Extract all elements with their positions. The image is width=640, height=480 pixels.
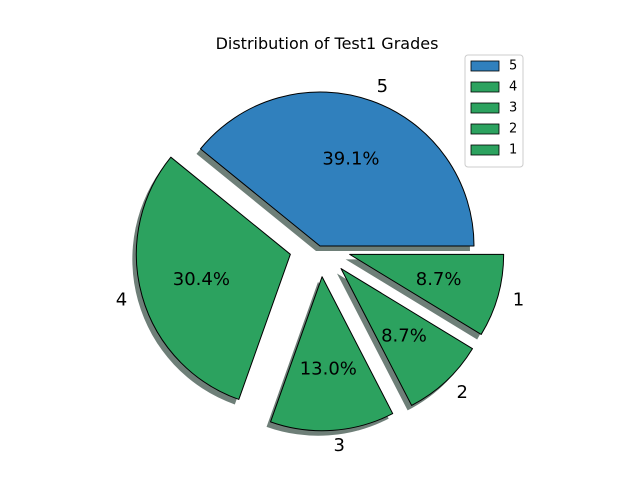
legend: 5 4 3 2 1 [464,54,524,168]
pie-slice-3 [270,276,394,432]
legend-label-4: 4 [509,80,517,95]
slice-label-5: 5 [377,76,388,97]
slice-label-1: 1 [513,290,524,311]
slice-percent-2: 8.7% [381,326,427,347]
slice-label-2: 2 [456,382,467,403]
legend-swatch-5 [470,60,500,72]
legend-swatch-2 [470,123,500,135]
pie-labels: 5 39.1% 4 30.4% 3 13.0% 2 8.7% 1 8.7% [116,76,524,456]
pie-slice-2 [340,268,474,406]
legend-swatch-1 [470,144,500,156]
legend-swatch-4 [470,81,500,93]
pie-slice-4 [135,156,291,400]
legend-label-2: 2 [509,122,517,137]
slice-label-4: 4 [116,290,127,311]
legend-swatch-3 [470,102,500,114]
legend-label-5: 5 [509,59,517,74]
slice-percent-4: 30.4% [173,269,230,290]
pie-slice-1 [349,253,505,335]
slice-percent-5: 39.1% [322,148,379,169]
slice-percent-3: 13.0% [300,358,357,379]
legend-label-3: 3 [509,101,517,116]
slice-percent-1: 8.7% [416,269,462,290]
pie-slices [135,91,505,432]
pie-slice-5 [199,91,475,247]
chart-title: Distribution of Test1 Grades [216,34,439,53]
legend-label-1: 1 [509,143,517,158]
slice-label-3: 3 [334,435,345,456]
